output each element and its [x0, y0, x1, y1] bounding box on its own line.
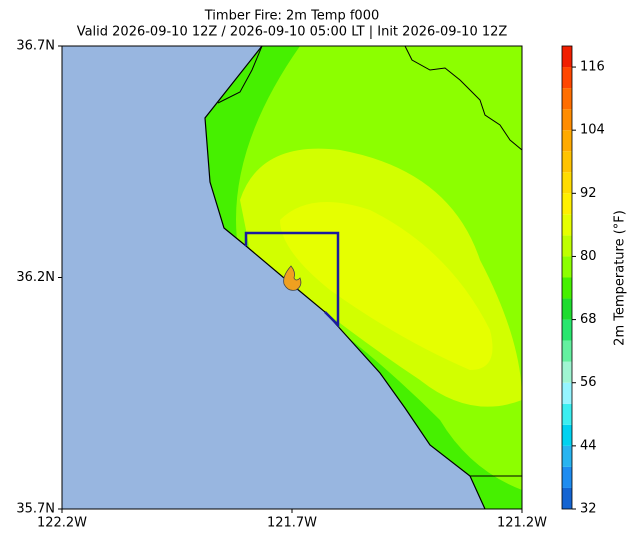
title: Timber Fire: 2m Temp f000 — [204, 9, 380, 24]
colorbar-frame — [561, 45, 573, 510]
colorbar-band — [562, 298, 572, 320]
colorbar-band — [562, 172, 572, 194]
colorbar-tick-label: 80 — [580, 249, 597, 264]
colorbar-tick-label: 92 — [580, 186, 597, 201]
colorbar-band — [562, 46, 572, 68]
colorbar-band — [562, 109, 572, 131]
colorbar-band — [562, 214, 572, 236]
colorbar-band — [562, 277, 572, 299]
colorbar-band — [562, 403, 572, 425]
colorbar-band — [562, 151, 572, 173]
colorbar-tick-label: 104 — [580, 123, 605, 138]
colorbar-tick-label: 32 — [580, 502, 597, 517]
fire-perimeter-box — [244, 231, 340, 329]
x-tick-label: 121.2W — [497, 516, 547, 531]
colorbar-band — [562, 235, 572, 257]
colorbar-band — [562, 256, 572, 278]
map — [61, 45, 523, 510]
colorbar-tick-label: 56 — [580, 375, 597, 390]
border — [404, 45, 523, 151]
colorbar-tick-label: 68 — [580, 312, 597, 327]
colorbar-band — [562, 193, 572, 215]
colorbar-band — [562, 340, 572, 362]
x-tick-label: 121.7W — [267, 516, 317, 531]
colorbar-band — [562, 487, 572, 509]
x-tick-label: 122.2W — [37, 516, 87, 531]
y-tick-label: 35.7N — [16, 502, 55, 517]
colorbar-band — [562, 466, 572, 488]
colorbar-band — [562, 88, 572, 110]
colorbar-band — [562, 424, 572, 446]
y-tick-label: 36.2N — [16, 270, 55, 285]
colorbar-band — [562, 445, 572, 467]
y-tick-label: 36.7N — [16, 39, 55, 54]
border — [217, 45, 263, 104]
coastline — [204, 45, 486, 510]
colorbar-band — [562, 130, 572, 152]
fire-icon — [283, 265, 302, 291]
colorbar-band — [562, 319, 572, 341]
colorbar-tick-label: 116 — [580, 60, 605, 75]
colorbar-band — [562, 382, 572, 404]
subtitle: Valid 2026-09-10 12Z / 2026-09-10 05:00 … — [77, 25, 508, 40]
colorbar-band — [562, 361, 572, 383]
colorbar-band — [562, 67, 572, 89]
colorbar-label: 2m Temperature (°F) — [613, 210, 628, 346]
colorbar-tick-label: 44 — [580, 438, 597, 453]
